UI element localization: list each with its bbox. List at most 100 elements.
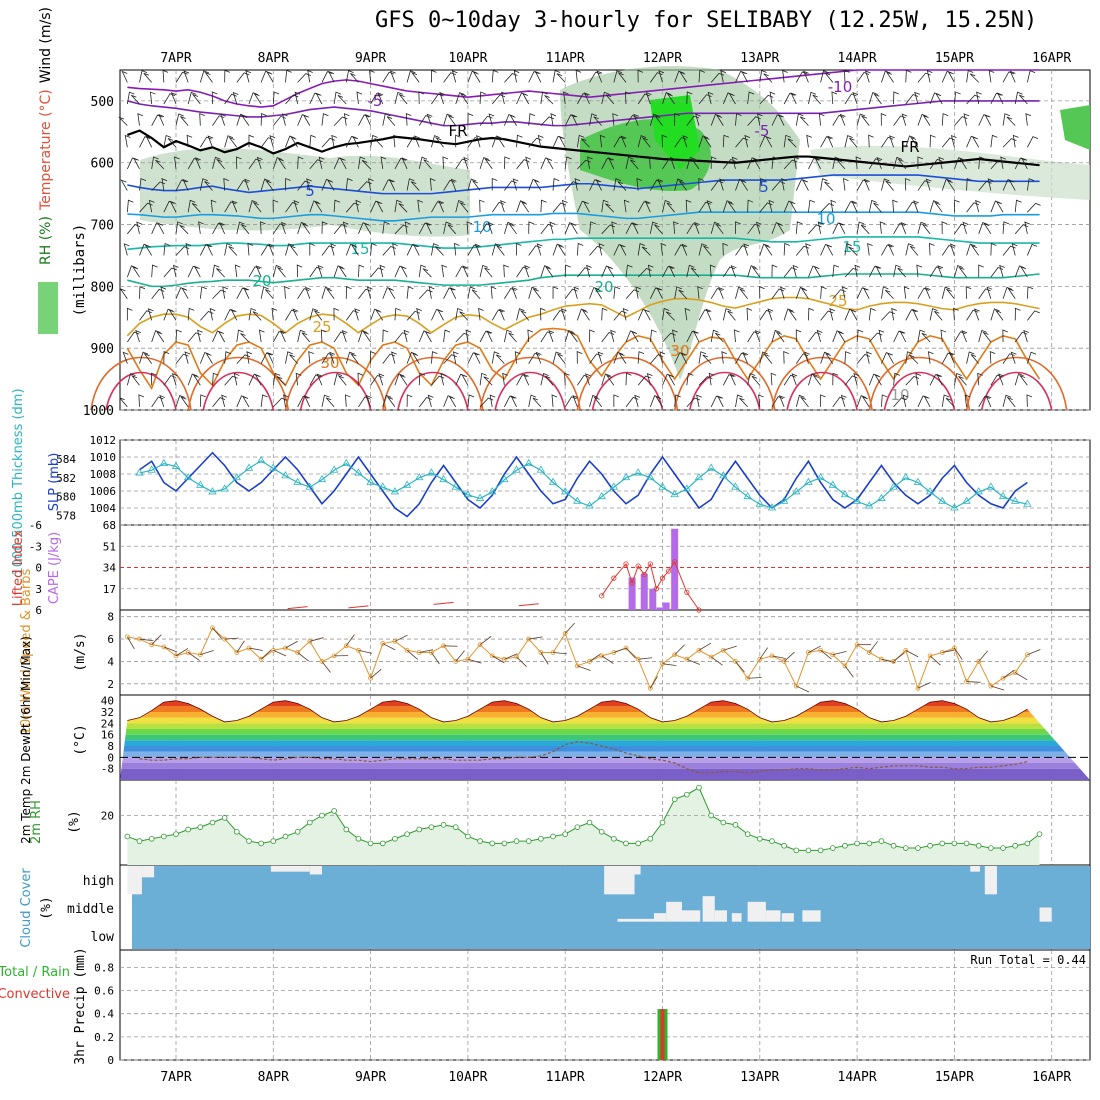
wind-barb (799, 396, 809, 408)
wind-barb (778, 395, 785, 408)
wind-barb (868, 307, 876, 321)
wind-barb (638, 657, 653, 660)
wind-barb (400, 265, 408, 278)
wind-marker (988, 683, 994, 689)
wind-barb (868, 134, 874, 148)
rh-marker (805, 847, 812, 854)
rh-marker (854, 840, 860, 847)
wind-barb (674, 70, 684, 83)
wind-barb (382, 246, 396, 256)
wind-barb (747, 223, 761, 235)
wind-barb (260, 394, 268, 407)
wind-barb (418, 115, 431, 126)
wind-barb (990, 134, 998, 148)
wind-barb (466, 221, 473, 234)
wind-barb (410, 71, 420, 83)
wind-barb (171, 373, 178, 386)
wind-barb (893, 652, 905, 662)
wind-barb (160, 286, 167, 299)
wind-barb (905, 69, 912, 83)
wind-barb (941, 245, 955, 256)
wind-barb (248, 92, 259, 105)
wind-barb (418, 372, 426, 386)
wind-barb (739, 397, 748, 408)
wind-barb (438, 200, 445, 213)
wind-barb (452, 351, 459, 364)
wind-barb (970, 354, 980, 364)
isotherm-label: 15 (842, 238, 861, 256)
li-marker (635, 563, 641, 569)
wind-barb (1019, 94, 1028, 105)
wind-barb (893, 330, 904, 343)
wind-barb (297, 221, 307, 234)
wind-barb (861, 396, 870, 408)
thickness-marker (415, 472, 424, 481)
wind-barb (966, 69, 974, 83)
wind-barb (912, 308, 919, 321)
wind-marker (453, 659, 459, 664)
wind-marker (806, 650, 811, 655)
wind-barb (800, 287, 809, 299)
wind-barb (820, 136, 832, 148)
thickness-marker (536, 465, 546, 473)
wind-barb (881, 286, 889, 299)
wind-marker (234, 650, 240, 655)
wind-barb (431, 69, 437, 83)
wind-barb (856, 72, 870, 83)
precip-convective-legend: Convective (0, 987, 70, 1002)
wind-barb (289, 244, 298, 256)
wind-barb (587, 156, 593, 169)
wind-barb (119, 288, 128, 299)
wind-barb (976, 91, 982, 105)
isotherm-label: 15 (350, 240, 369, 258)
thickness-marker (767, 503, 777, 511)
wind-barb (331, 134, 337, 148)
cloud-clear-segment (747, 901, 766, 922)
wind-barb (625, 264, 633, 278)
wind-barb (431, 308, 442, 321)
wind-barb (318, 156, 325, 169)
wind-barb (495, 354, 505, 364)
wind-marker (1024, 652, 1030, 658)
wind-barb (418, 289, 433, 299)
wind-barb (248, 200, 258, 213)
rh-marker (586, 819, 593, 826)
wind-barb (649, 676, 658, 689)
wind-barb (233, 372, 240, 386)
thickness-marker (804, 477, 813, 485)
wind-barb (281, 113, 288, 126)
wind-barb (290, 136, 298, 148)
wind-barb (552, 178, 560, 191)
wind-barb (874, 374, 882, 386)
wind-barb (450, 178, 457, 191)
cloud-clear-segment (781, 913, 794, 922)
wind-barb (309, 92, 321, 105)
wind-barb (516, 308, 525, 321)
wind-barb (272, 372, 281, 386)
wind-barb (759, 202, 773, 213)
wind-barb (376, 200, 384, 213)
pressure-tick-label: 800 (91, 280, 114, 295)
wind-barb (301, 332, 311, 343)
wind-barb (272, 223, 286, 235)
wind-barb (860, 224, 870, 235)
wind-barb (502, 372, 508, 386)
wind-barb (576, 242, 584, 256)
wind-barb (929, 200, 939, 213)
wind-barb (970, 244, 980, 256)
wind-tick-label: 6 (107, 633, 114, 646)
cloud-clear-segment (127, 866, 142, 895)
wind-barb (491, 201, 505, 213)
wind-barb (236, 113, 246, 126)
wind-barb (649, 179, 662, 191)
wind-barb (580, 138, 590, 148)
wind-barb (161, 178, 168, 191)
cloud-clear-segment (765, 910, 781, 922)
isotherm-line (786, 371, 858, 411)
wind-barb (941, 394, 950, 407)
wind-barb (155, 159, 165, 170)
isotherm-line (883, 371, 956, 411)
wind-marker (647, 685, 653, 691)
wind-barb (333, 373, 343, 386)
wind-barb (990, 267, 1004, 278)
